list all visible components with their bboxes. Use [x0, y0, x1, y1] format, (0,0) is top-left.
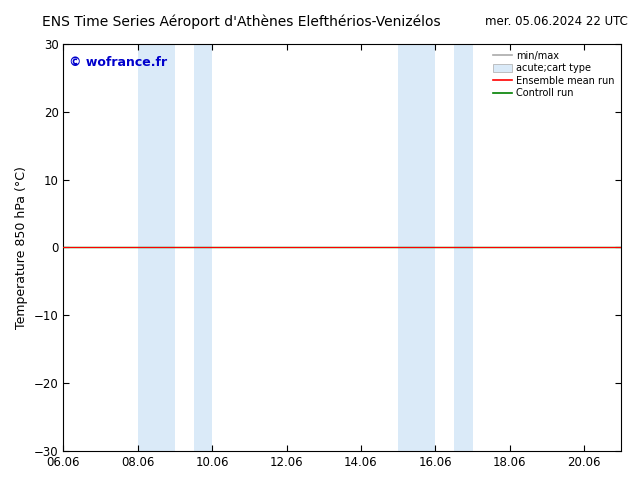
Text: ENS Time Series Aéroport d'Athènes Elefthérios-Venizélos: ENS Time Series Aéroport d'Athènes Eleft…	[42, 15, 440, 29]
Bar	[454, 44, 472, 451]
Y-axis label: Temperature 850 hPa (°C): Temperature 850 hPa (°C)	[15, 166, 29, 329]
Text: mer. 05.06.2024 22 UTC: mer. 05.06.2024 22 UTC	[485, 15, 628, 28]
Legend: min/max, acute;cart type, Ensemble mean run, Controll run: min/max, acute;cart type, Ensemble mean …	[491, 49, 616, 100]
Bar	[193, 44, 212, 451]
Bar	[138, 44, 175, 451]
Bar	[398, 44, 436, 451]
Text: © wofrance.fr: © wofrance.fr	[69, 56, 167, 69]
